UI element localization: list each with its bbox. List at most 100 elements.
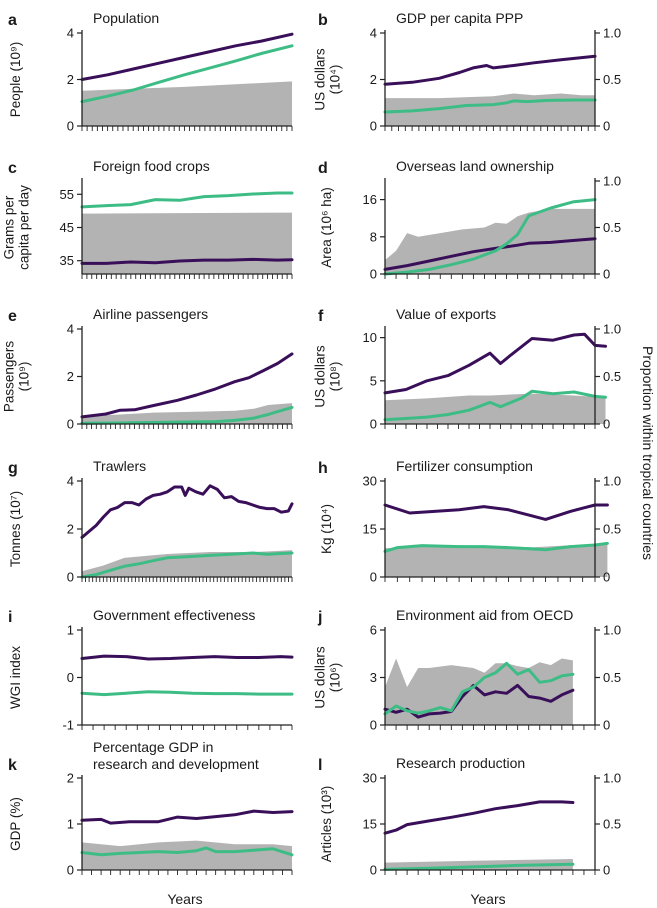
right-y-tick-label: 0 [603,417,610,432]
y-tick-label: 0 [67,670,74,685]
panel-f: 0 5 10 0 0.5 1.0 f Value of exports US dollars (1… [313,306,622,432]
y-tick-label: 15 [363,817,377,832]
tropical-line [80,551,294,579]
right-y-tick-label: 1.0 [603,26,621,41]
panel-label: k [8,757,17,774]
y-tick-label: 0 [370,417,377,432]
y-tick-label: 0 [67,863,74,878]
high-income-line [80,32,294,81]
y-axis-label: (10⁴) [328,65,343,95]
tropical-line [383,541,609,553]
panel-label: i [8,609,12,626]
high-income-line [80,257,294,265]
panel-a: 0 2 4 a Population People (10⁹) [8,10,294,134]
y-tick-label: 4 [67,26,74,41]
y-tick-label: 2 [370,72,377,87]
y-axis-label: Area (10⁶ ha) [319,187,334,268]
panel-title: Environment aid from OECD [396,607,573,623]
right-y-tick-label: 0.5 [603,220,621,235]
panel-i: -1 0 1 i Government effectiveness WGI index [8,607,294,733]
right-y-tick-label: 0.5 [603,522,621,537]
panel-title: Airline passengers [93,306,208,322]
panel-title: Government effectiveness [93,607,255,623]
y-tick-label: 4 [370,26,377,41]
y-tick-label: 35 [60,253,74,268]
y-axis-label: Passengers [2,341,17,413]
proportion-area [82,212,292,274]
y-tick-label: 0 [67,570,74,585]
high-income-line [383,683,575,719]
high-income-line [80,484,294,539]
panel-label: h [318,460,328,477]
panel-c: 35 45 55 c Foreign food crops Grams per capita… [2,158,294,279]
right-y-tick-label: 1.0 [603,771,621,786]
panel-g: 0 2 4 g Trawlers Tonnes (10⁷) [8,458,294,585]
panel-label: e [8,308,17,325]
y-axis-label: Grams per [2,195,17,259]
panel-title: research and development [93,756,259,772]
proportion-area [82,840,292,870]
y-tick-label: 0 [67,119,74,134]
right-y-tick-label: 1.0 [603,174,621,189]
tropical-line [383,389,607,422]
y-tick-label: 45 [60,220,74,235]
y-tick-label: 3 [370,670,377,685]
tropical-line [80,690,294,697]
y-tick-label: 0 [370,119,377,134]
y-tick-label: 2 [67,369,74,384]
tropical-line [80,846,294,857]
panel-title: Population [93,10,159,26]
y-axis-label: GDP (%) [8,797,23,851]
y-tick-label: 0 [370,570,377,585]
right-y-tick-label: 0 [603,718,610,733]
right-y-tick-label: 0.5 [603,817,621,832]
panel-title: Value of exports [396,306,496,322]
y-axis-label: US dollars [313,646,328,709]
panel-title: Foreign food crops [93,158,210,174]
tropical-line [383,198,597,276]
panel-title: Overseas land ownership [396,158,554,174]
panel-b: 0 2 4 0 0.5 1.0 b GDP per capita PPP US dollars(… [313,10,622,134]
y-tick-label: 2 [67,522,74,537]
y-tick-label: 0 [370,863,377,878]
proportion-area [385,544,608,577]
proportion-area [385,393,606,424]
y-tick-label: 8 [370,229,377,244]
high-income-line [383,800,575,835]
high-income-line [383,503,609,521]
panel-label: c [8,160,17,177]
y-axis-label: (10⁶) [328,663,343,693]
panel-label: l [318,757,322,774]
panel-label: d [318,160,328,177]
tropical-line [80,44,294,104]
y-axis-label: capita per day [17,185,32,270]
y-tick-label: 0 [370,718,377,733]
panel-label: f [318,308,324,325]
y-tick-label: 1 [67,817,74,832]
y-axis-label: People (10⁹) [8,42,23,118]
high-income-line [383,332,607,395]
proportion-area [82,550,292,577]
panel-title: Fertilizer consumption [396,458,533,474]
high-income-line [80,654,294,661]
x-axis-label-right: Years [470,891,505,907]
panel-label: g [8,460,18,477]
y-axis-label: US dollars [313,48,328,111]
high-income-line [383,237,597,271]
panel-label: b [318,12,328,29]
y-tick-label: 5 [370,373,377,388]
y-tick-label: 0 [370,267,377,282]
y-tick-label: 4 [67,474,74,489]
right-y-tick-label: 0.5 [603,670,621,685]
y-tick-label: 1 [67,623,74,638]
y-tick-label: 4 [67,322,74,337]
right-y-tick-label: 1.0 [603,322,621,337]
y-tick-label: 30 [363,474,377,489]
y-axis-label: (10⁹) [17,362,32,392]
panel-d: 0 8 16 0 0.5 1.0 d Overseas land ownership Area … [318,158,621,282]
high-income-line [80,352,294,419]
y-axis-label: Articles (10³) [319,786,334,863]
y-tick-label: 30 [363,771,377,786]
